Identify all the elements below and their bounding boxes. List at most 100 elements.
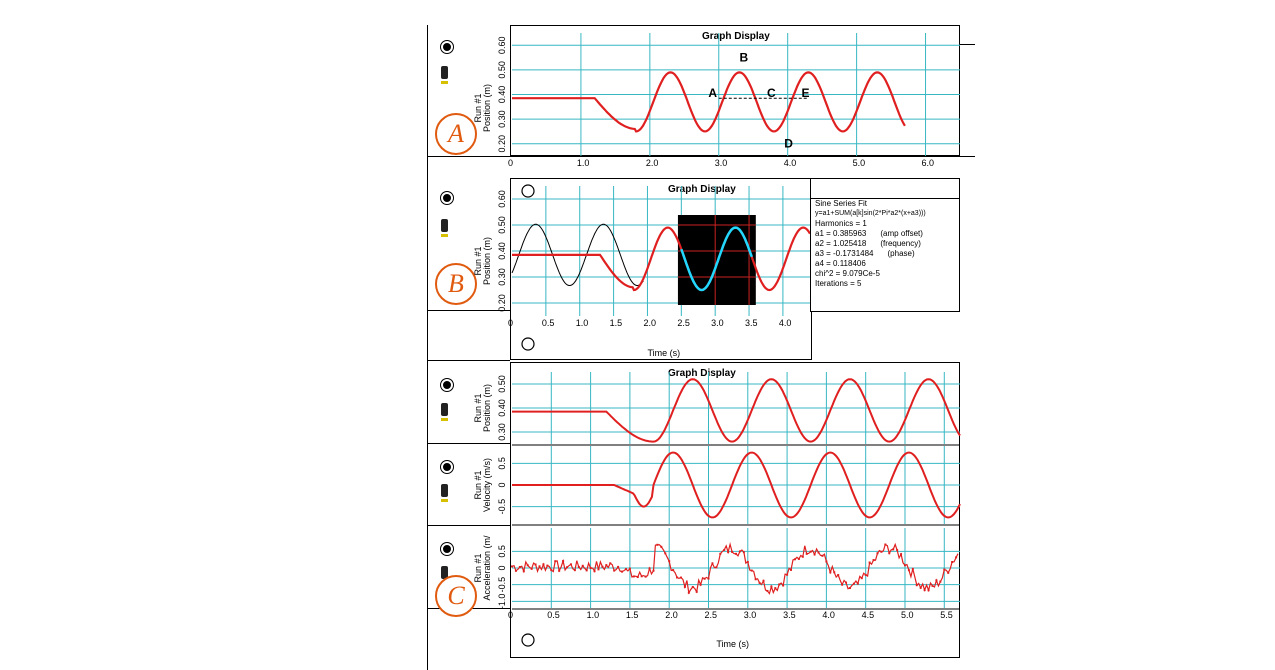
toggle-indicator bbox=[441, 81, 448, 84]
x-tick-label: 2.0 bbox=[646, 158, 659, 168]
y-tick-label: 0.40 bbox=[497, 242, 507, 260]
acceleration-point bbox=[856, 582, 859, 585]
toggle-switch[interactable] bbox=[441, 566, 448, 579]
toggle-switch[interactable] bbox=[441, 484, 448, 497]
acceleration-point bbox=[841, 583, 844, 586]
acceleration-point bbox=[742, 551, 745, 554]
acceleration-point bbox=[907, 569, 910, 572]
x-tick-label: 2.5 bbox=[677, 318, 690, 328]
fit-row-note: (amp offset) bbox=[880, 229, 923, 238]
acceleration-point bbox=[797, 557, 800, 560]
acceleration-point bbox=[668, 560, 671, 563]
acceleration-point bbox=[754, 578, 757, 581]
acceleration-point bbox=[577, 565, 580, 568]
acceleration-point bbox=[569, 563, 572, 566]
acceleration-point bbox=[723, 548, 726, 551]
fit-formula: y=a1+SUM(a[k]sin(2*Pi*a2*(x+a3))) bbox=[815, 210, 926, 217]
x-tick-label: 0 bbox=[508, 318, 513, 328]
fit-heading: Sine Series Fit bbox=[815, 199, 868, 208]
y-tick-label: -1.0 bbox=[497, 594, 507, 610]
acceleration-point bbox=[562, 560, 565, 563]
acceleration-point bbox=[542, 563, 545, 566]
radio-button[interactable] bbox=[441, 192, 453, 204]
acceleration-point bbox=[955, 556, 958, 559]
acceleration-point bbox=[801, 555, 804, 558]
x-tick-label: 1.0 bbox=[577, 158, 590, 168]
acceleration-point bbox=[660, 545, 663, 548]
point-label-b: B bbox=[739, 50, 748, 64]
panel-c-rule-2 bbox=[427, 525, 510, 526]
x-tick-label: 1.5 bbox=[626, 610, 639, 620]
run-label: Run #1 bbox=[473, 246, 483, 275]
radio-button[interactable] bbox=[441, 379, 453, 391]
chart-b: Graph Display 0.20 0.30 0.40 0.50 0.60 0 0.5 1.… bbox=[473, 184, 811, 358]
acceleration-point bbox=[676, 576, 679, 579]
acceleration-point bbox=[585, 569, 588, 572]
point-label-e: E bbox=[801, 86, 809, 100]
caption-a: A bbox=[435, 113, 477, 155]
acceleration-point bbox=[868, 561, 871, 564]
x-tick-label: 5.0 bbox=[853, 158, 866, 168]
acceleration-point bbox=[707, 577, 710, 580]
acceleration-point bbox=[825, 560, 828, 563]
acceleration-point bbox=[605, 564, 608, 567]
x-tick-label: 1.5 bbox=[610, 318, 623, 328]
acceleration-point bbox=[860, 577, 863, 580]
acceleration-point bbox=[770, 585, 773, 588]
acceleration-point bbox=[813, 553, 816, 556]
radio-button[interactable] bbox=[441, 461, 453, 473]
point-label-a: A bbox=[708, 86, 717, 100]
panel-c-rule-1 bbox=[427, 443, 510, 444]
toggle-switch[interactable] bbox=[441, 219, 448, 232]
acceleration-point bbox=[915, 584, 918, 587]
x-tick-label: 4.0 bbox=[784, 158, 797, 168]
acceleration-point bbox=[900, 553, 903, 556]
acceleration-point bbox=[805, 552, 808, 555]
acceleration-point bbox=[534, 563, 537, 566]
acceleration-point bbox=[845, 581, 848, 584]
y-axis-label: Position (m) bbox=[482, 384, 492, 432]
acceleration-point bbox=[518, 565, 521, 568]
chart-c-title: Graph Display bbox=[668, 368, 736, 379]
acceleration-point bbox=[624, 568, 627, 571]
acceleration-point bbox=[664, 552, 667, 555]
x-tick-label: 2.0 bbox=[643, 318, 656, 328]
y-tick-label: 0.5 bbox=[497, 457, 507, 470]
acceleration-point bbox=[919, 586, 922, 589]
fit-curve bbox=[511, 223, 644, 286]
fit-rows: a1 = 0.385963 (amp offset) a2 = 1.025418 (f… bbox=[815, 229, 955, 289]
y-tick-label: 0.5 bbox=[497, 545, 507, 558]
radio-button[interactable] bbox=[441, 543, 453, 555]
acceleration-point bbox=[939, 580, 942, 583]
acceleration-point bbox=[719, 552, 722, 555]
acceleration-point bbox=[896, 548, 899, 551]
toggle-indicator bbox=[441, 234, 448, 237]
x-tick-label: 0.5 bbox=[542, 318, 555, 328]
acceleration-point bbox=[617, 565, 620, 568]
position-curve bbox=[512, 378, 961, 443]
fit-harmonics: Harmonics = 1 bbox=[815, 219, 867, 228]
acceleration-point bbox=[943, 568, 946, 571]
acceleration-point bbox=[880, 550, 883, 553]
run-label: Run #1 bbox=[473, 393, 483, 422]
acceleration-point bbox=[514, 569, 517, 572]
acceleration-point bbox=[648, 567, 651, 570]
y-tick-label: 0.20 bbox=[497, 135, 507, 153]
x-tick-label: 3.5 bbox=[745, 318, 758, 328]
acceleration-point bbox=[566, 566, 569, 569]
acceleration-point bbox=[597, 568, 600, 571]
y-tick-label: 0.60 bbox=[497, 37, 507, 55]
y-tick-label: 0.30 bbox=[497, 268, 507, 286]
radio-button[interactable] bbox=[441, 41, 453, 53]
toggle-switch[interactable] bbox=[441, 66, 448, 79]
acceleration-point bbox=[848, 587, 851, 590]
toggle-switch[interactable] bbox=[441, 403, 448, 416]
acceleration-point bbox=[790, 568, 793, 571]
y-tick-label: 0 bbox=[497, 482, 507, 487]
x-tick-label: 1.0 bbox=[576, 318, 589, 328]
acceleration-point bbox=[735, 552, 737, 555]
y-tick-label: 0.50 bbox=[497, 216, 507, 234]
x-tick-label: 1.0 bbox=[587, 610, 600, 620]
y-tick-label: 0.40 bbox=[497, 86, 507, 104]
